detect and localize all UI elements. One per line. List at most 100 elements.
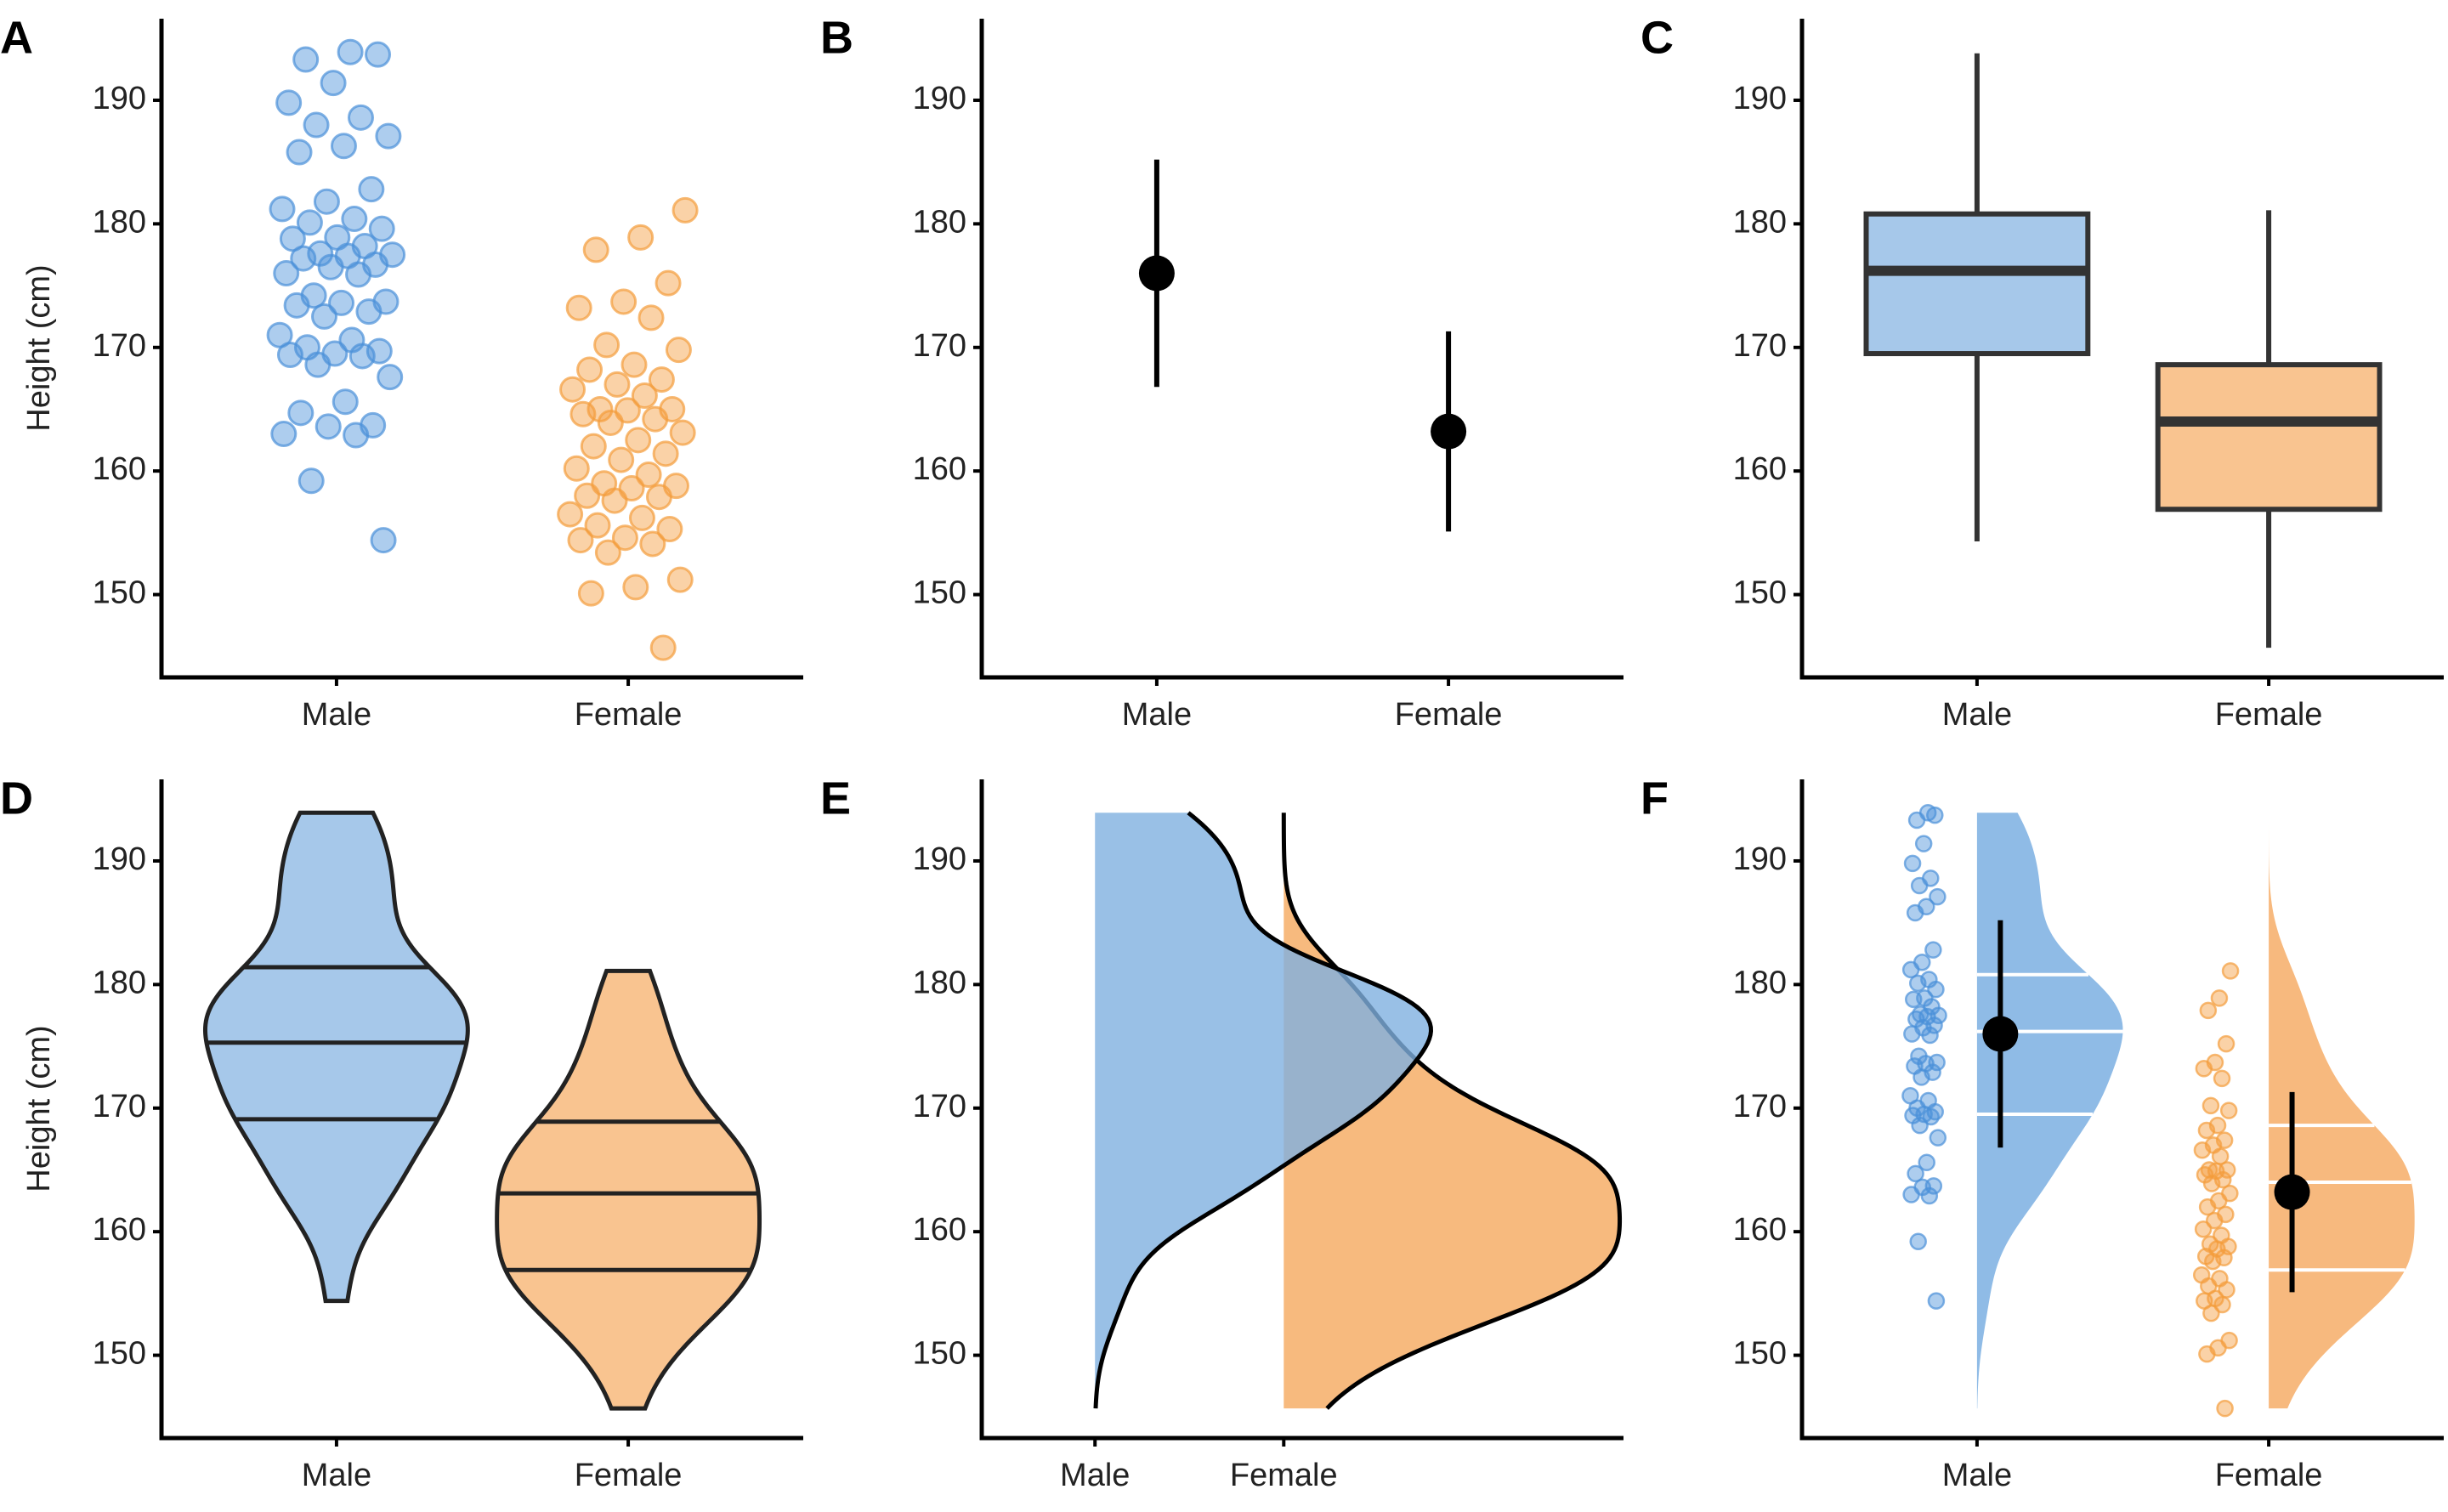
- point: [287, 399, 314, 427]
- x-tick-label: Male: [1942, 697, 2012, 733]
- point: [1912, 1068, 1930, 1086]
- point: [628, 504, 655, 531]
- point: [273, 260, 300, 287]
- point: [1927, 1292, 1946, 1310]
- y-axis-label: Height (cm): [21, 1025, 57, 1192]
- y-tick-label: 150: [93, 575, 146, 611]
- y-tick-label: 160: [93, 451, 146, 487]
- x-tick-label: Female: [1230, 1458, 1338, 1493]
- point: [666, 566, 694, 593]
- point: [328, 289, 355, 316]
- y-tick-label: 190: [913, 841, 966, 877]
- y-tick-label: 170: [93, 328, 146, 364]
- half-violin: [2269, 813, 2415, 1409]
- axes: [159, 779, 803, 1441]
- axes: [979, 19, 1624, 680]
- y-tick-label: 190: [1733, 81, 1787, 116]
- density-outline: [1281, 813, 1623, 1410]
- panel-label: C: [1640, 12, 1674, 63]
- point: [625, 427, 652, 454]
- point: [270, 421, 298, 448]
- point: [2204, 1252, 2222, 1271]
- point: [604, 371, 631, 398]
- point: [2195, 1059, 2213, 1078]
- point: [1929, 1129, 1947, 1147]
- point: [1929, 887, 1946, 906]
- point: [1901, 960, 1920, 979]
- point: [611, 524, 638, 552]
- y-tick-label: 180: [913, 204, 966, 240]
- point: [2217, 1034, 2236, 1053]
- y-tick-label: 160: [913, 451, 966, 487]
- point: [1926, 806, 1944, 824]
- y-tick-label: 190: [93, 81, 146, 116]
- point: [2216, 1399, 2234, 1418]
- point: [639, 530, 666, 558]
- y-tick-label: 180: [1733, 204, 1787, 240]
- point: [1914, 835, 1933, 852]
- y-tick-label: 170: [1733, 1089, 1787, 1124]
- panel-label: B: [820, 12, 853, 63]
- density-area: [1095, 813, 1431, 1409]
- x-tick-label: Female: [2215, 1458, 2323, 1493]
- point: [593, 331, 620, 359]
- point: [567, 527, 594, 554]
- y-tick-label: 170: [913, 328, 966, 364]
- point: [584, 512, 611, 539]
- point: [594, 539, 621, 566]
- point: [286, 139, 313, 166]
- point: [649, 634, 677, 661]
- point: [1927, 980, 1945, 999]
- point: [1920, 1186, 1939, 1205]
- point: [375, 122, 402, 150]
- point: [2202, 1096, 2220, 1115]
- y-tick-label: 180: [93, 965, 146, 1000]
- point: [1910, 876, 1929, 895]
- x-tick-label: Female: [575, 697, 683, 733]
- point: [672, 196, 699, 224]
- point: [1905, 990, 1923, 1009]
- point: [1909, 1232, 1927, 1251]
- y-tick-label: 150: [913, 575, 966, 611]
- density-outline: [1093, 811, 1434, 1409]
- point: [638, 304, 665, 331]
- point: [348, 343, 376, 370]
- point: [343, 422, 370, 449]
- y-tick-label: 180: [93, 204, 146, 240]
- point: [1903, 1025, 1921, 1043]
- x-tick-label: Male: [302, 697, 371, 733]
- y-tick-label: 190: [913, 81, 966, 116]
- point: [635, 462, 662, 489]
- point: [341, 206, 368, 233]
- point: [2219, 1101, 2238, 1119]
- point: [1922, 1107, 1940, 1126]
- y-tick-label: 160: [93, 1212, 146, 1248]
- y-tick-label: 160: [1733, 1212, 1787, 1248]
- y-tick-label: 160: [913, 1212, 966, 1248]
- y-tick-label: 150: [1733, 1336, 1787, 1372]
- point: [1907, 811, 1926, 830]
- point: [1903, 854, 1922, 873]
- mean-point: [1431, 413, 1467, 450]
- point: [1921, 1026, 1939, 1045]
- point: [2198, 1345, 2216, 1363]
- point: [1909, 974, 1927, 993]
- point: [563, 455, 590, 482]
- point: [620, 351, 648, 378]
- y-tick-label: 150: [1733, 575, 1787, 611]
- panel-label: E: [820, 773, 851, 824]
- point: [2194, 1220, 2213, 1238]
- point: [296, 209, 323, 236]
- point: [2221, 962, 2240, 980]
- point: [580, 433, 607, 460]
- point: [2202, 1175, 2221, 1192]
- point: [645, 484, 672, 511]
- point: [2193, 1141, 2212, 1159]
- y-tick-label: 150: [93, 1336, 146, 1372]
- axes: [979, 779, 1624, 1441]
- point: [642, 405, 669, 433]
- y-tick-label: 160: [1733, 451, 1787, 487]
- point: [608, 446, 635, 473]
- half-violin: [1976, 813, 2123, 1409]
